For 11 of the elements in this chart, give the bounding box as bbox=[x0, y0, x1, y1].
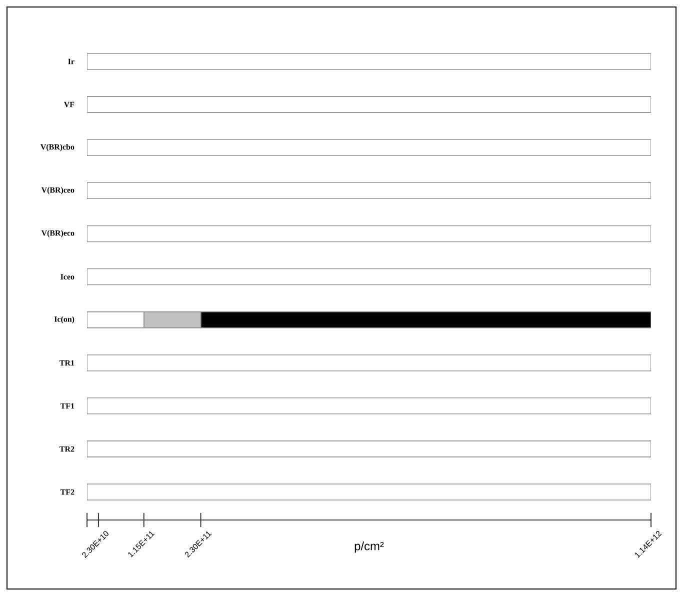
bar bbox=[87, 484, 652, 500]
bar bbox=[87, 139, 652, 156]
bar bbox=[87, 96, 652, 113]
bar bbox=[87, 440, 652, 458]
bar bbox=[87, 182, 652, 200]
x-axis-title: p/cm² bbox=[354, 542, 384, 553]
bar bbox=[87, 225, 652, 242]
bar bbox=[87, 53, 652, 70]
bar bbox=[87, 398, 652, 414]
bar bbox=[87, 268, 652, 286]
bar bbox=[87, 354, 652, 372]
